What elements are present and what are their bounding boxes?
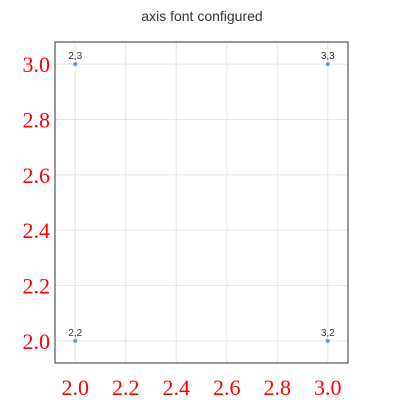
x-tick-label: 2.0 <box>61 375 89 400</box>
x-tick-label: 2.6 <box>213 375 241 400</box>
data-points: 2,3 3,3 2,2 3,2 <box>68 51 335 343</box>
data-point <box>325 338 330 343</box>
y-tick-label: 2.8 <box>23 107 51 132</box>
data-point <box>73 338 78 343</box>
y-axis-tick-labels: 2.0 2.2 2.4 2.6 2.8 3.0 <box>23 52 51 354</box>
data-point-label: 3,3 <box>321 51 335 62</box>
x-tick-label: 2.2 <box>112 375 140 400</box>
data-point <box>73 62 78 67</box>
grid-lines <box>55 42 348 363</box>
data-point-label: 2,2 <box>68 328 82 339</box>
x-tick-label: 3.0 <box>314 375 342 400</box>
data-point-label: 2,3 <box>68 51 82 62</box>
chart-title: axis font configured <box>141 8 262 24</box>
x-axis-tick-labels: 2.0 2.2 2.4 2.6 2.8 3.0 <box>61 375 341 400</box>
x-tick-label: 2.8 <box>264 375 292 400</box>
data-point <box>325 62 330 67</box>
data-point-label: 3,2 <box>321 328 335 339</box>
x-tick-label: 2.4 <box>162 375 190 400</box>
y-tick-label: 2.6 <box>23 163 51 188</box>
y-tick-label: 2.0 <box>23 329 51 354</box>
y-tick-label: 2.2 <box>23 274 51 299</box>
y-tick-label: 2.4 <box>23 218 51 243</box>
plot-area-frame <box>54 41 349 364</box>
y-tick-label: 3.0 <box>23 52 51 77</box>
